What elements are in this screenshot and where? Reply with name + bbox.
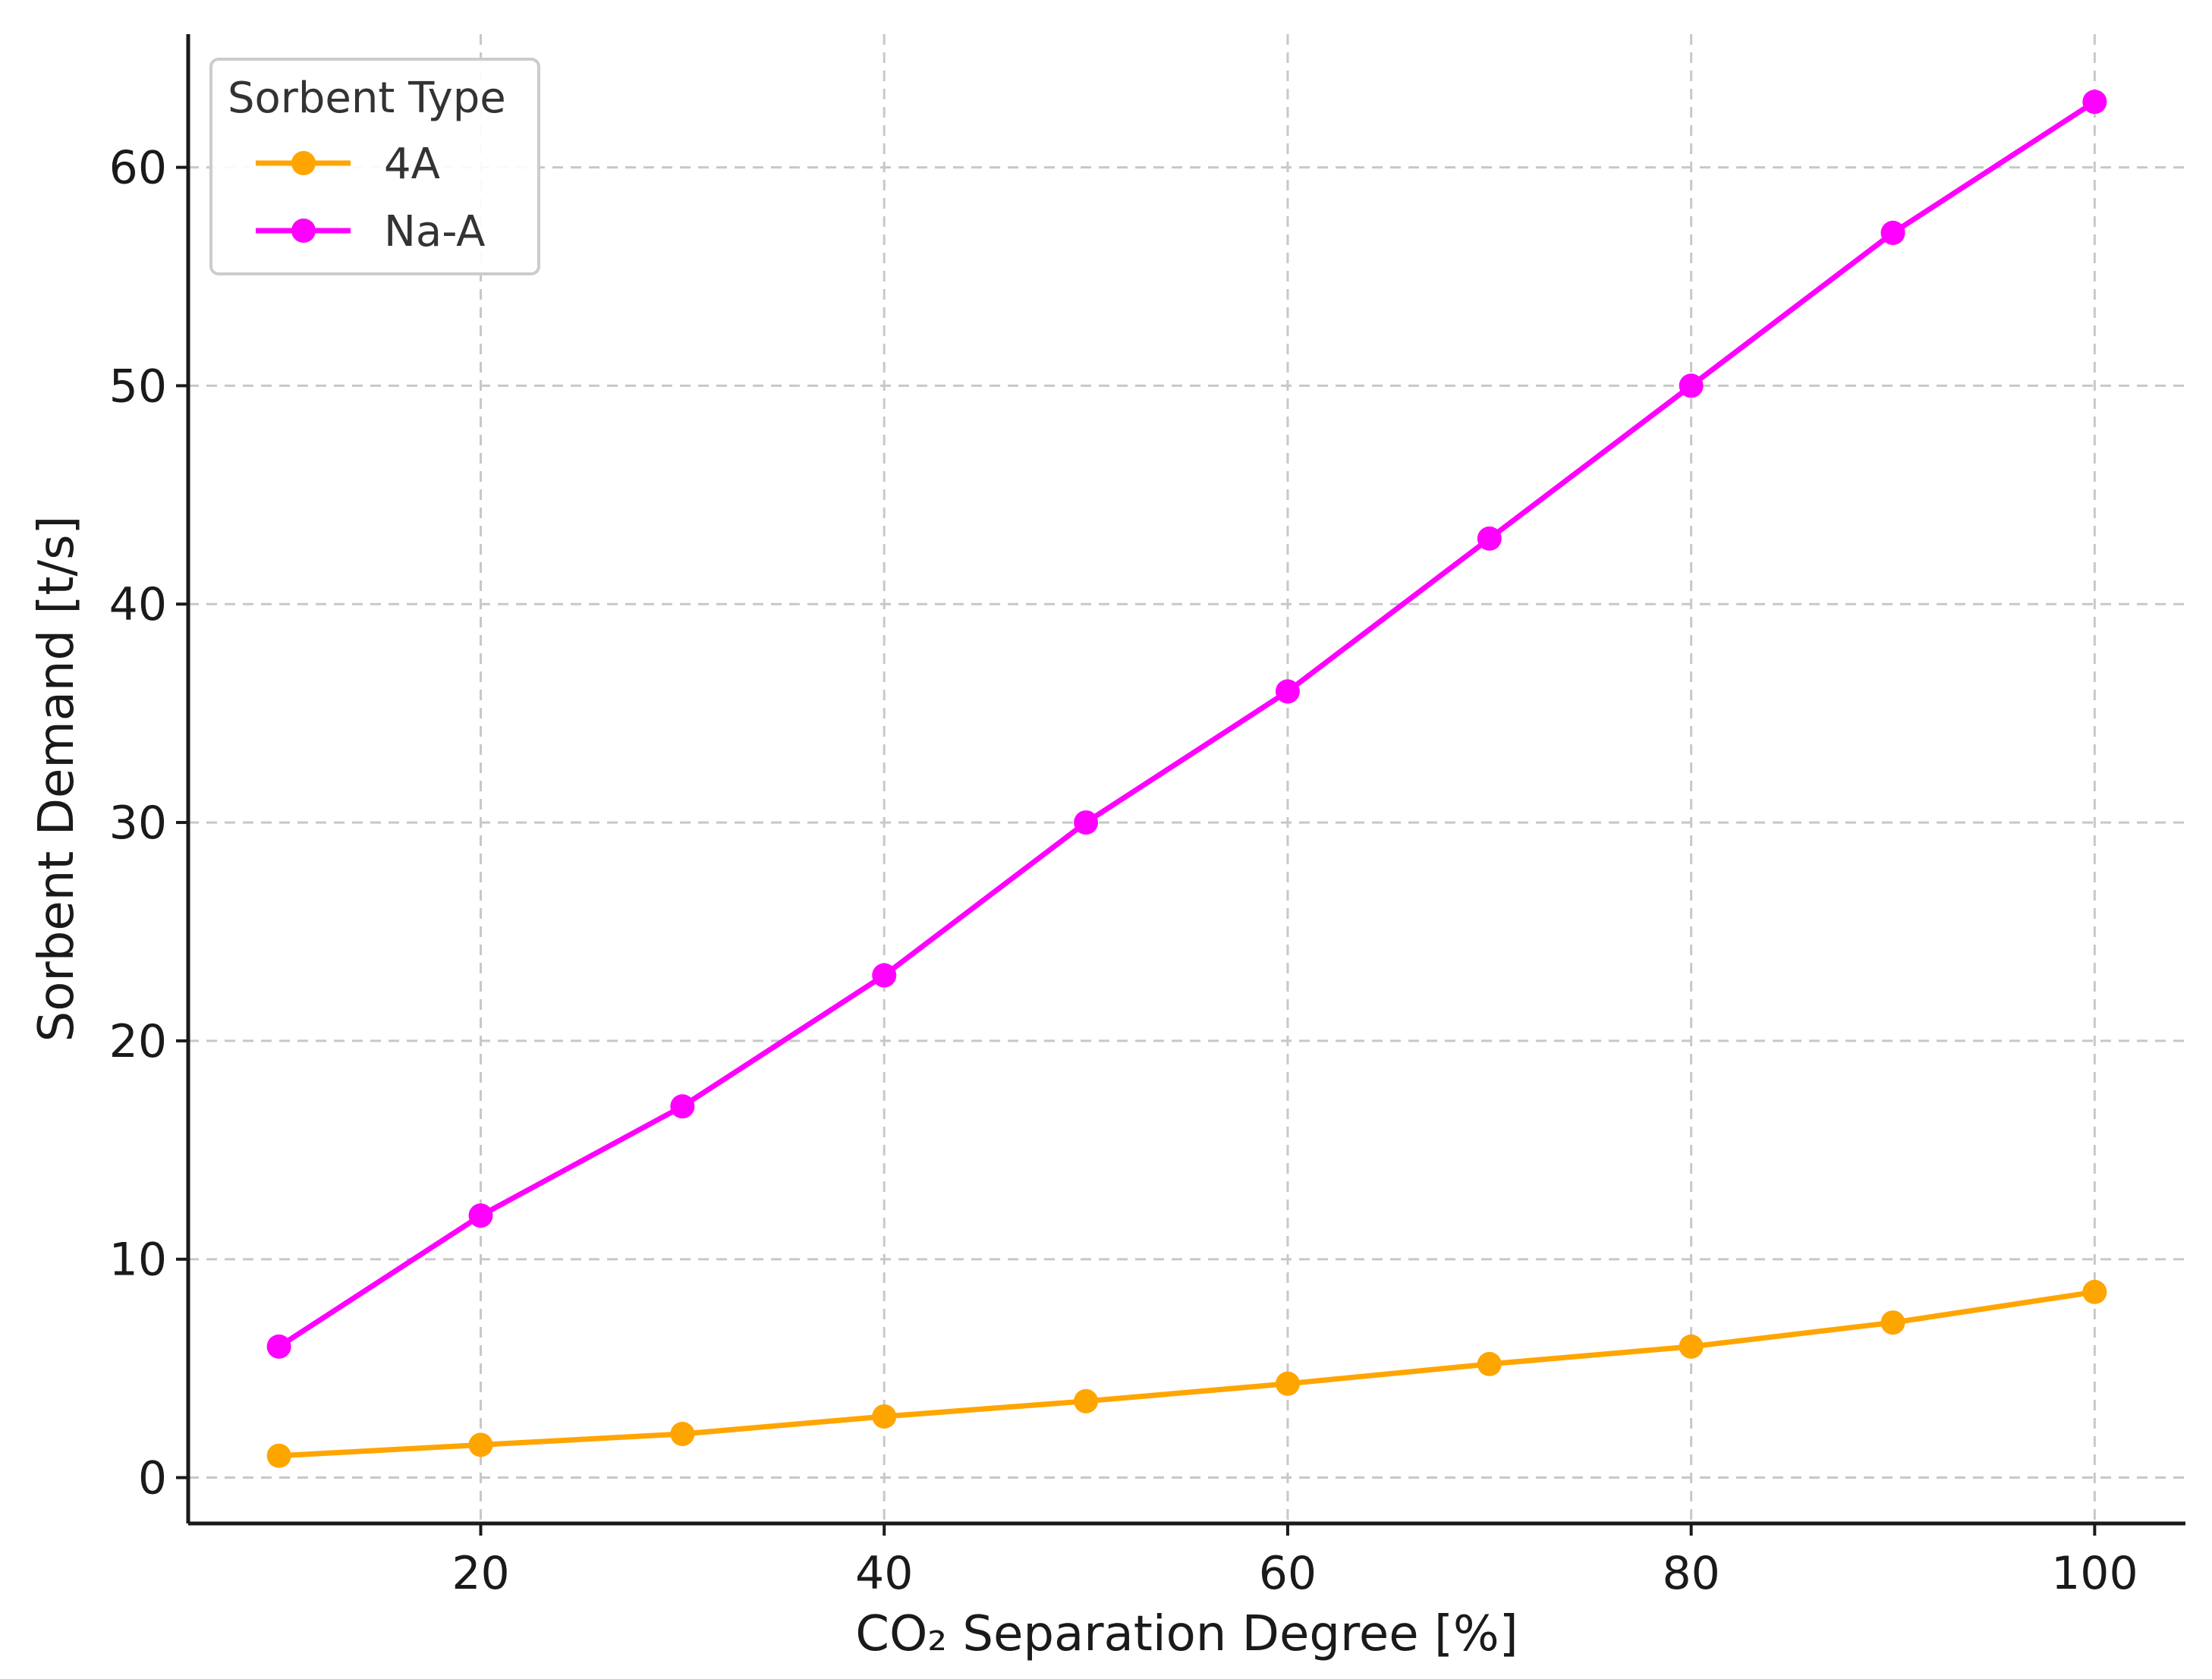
x-tick-label-100: 100 (2051, 1547, 2138, 1600)
data-point-Na-A-30 (670, 1094, 695, 1119)
data-point-4A-80 (1679, 1334, 1704, 1359)
x-tick-label-60: 60 (1259, 1547, 1317, 1600)
data-point-Na-A-100 (2082, 90, 2107, 115)
series-line-4A (276, 1289, 2097, 1459)
y-axis-title: Sorbent Demand [t/s] (29, 516, 85, 1042)
data-point-Na-A-70 (1477, 526, 1502, 551)
legend-box (209, 58, 540, 275)
data-point-Na-A-80 (1679, 373, 1704, 398)
legend-label-Na-A: Na-A (384, 207, 486, 256)
series-line-Na-A (276, 99, 2097, 1350)
data-point-Na-A-20 (468, 1203, 493, 1228)
data-point-4A-40 (872, 1404, 897, 1429)
data-point-Na-A-60 (1275, 679, 1300, 704)
y-tick-label-30: 30 (109, 797, 167, 850)
y-tick-label-10: 10 (109, 1234, 167, 1287)
legend: Sorbent Type 4A Na-A (209, 58, 540, 275)
y-tick-label-50: 50 (109, 360, 167, 413)
x-tick-label-80: 80 (1662, 1547, 1720, 1600)
data-point-Na-A-50 (1074, 810, 1099, 835)
x-tick-label-20: 20 (452, 1547, 509, 1600)
data-point-Na-A-40 (872, 963, 897, 988)
data-point-4A-90 (1880, 1310, 1905, 1335)
data-point-4A-20 (468, 1432, 493, 1457)
tick-marks: 20 40 60 80 100 0 10 20 30 40 50 60 (109, 142, 2138, 1600)
x-tick-label-40: 40 (855, 1547, 913, 1600)
series-4A (266, 1279, 2107, 1468)
data-point-4A-60 (1275, 1371, 1300, 1396)
data-series (266, 90, 2107, 1468)
data-point-Na-A-90 (1880, 220, 1905, 245)
data-point-4A-70 (1477, 1351, 1502, 1376)
grid-lines (188, 34, 2185, 1523)
legend-items: 4A Na-A (256, 140, 486, 256)
y-tick-label-60: 60 (109, 142, 167, 195)
legend-title: Sorbent Type (228, 74, 506, 123)
y-tick-label-20: 20 (109, 1015, 167, 1068)
legend-swatch-marker-4A (291, 151, 316, 175)
x-axis-title: CO₂ Separation Degree [%] (855, 1606, 1518, 1662)
data-point-Na-A-10 (266, 1334, 291, 1359)
data-point-4A-100 (2082, 1279, 2107, 1304)
legend-swatch-marker-Na-A (291, 219, 316, 243)
axes (186, 34, 2185, 1526)
series-Na-A (266, 90, 2107, 1359)
data-point-4A-10 (266, 1443, 291, 1468)
data-point-4A-50 (1074, 1388, 1099, 1413)
data-point-4A-30 (670, 1421, 695, 1446)
y-tick-label-40: 40 (109, 578, 167, 631)
y-tick-label-0: 0 (138, 1452, 167, 1505)
legend-label-4A: 4A (384, 140, 440, 189)
